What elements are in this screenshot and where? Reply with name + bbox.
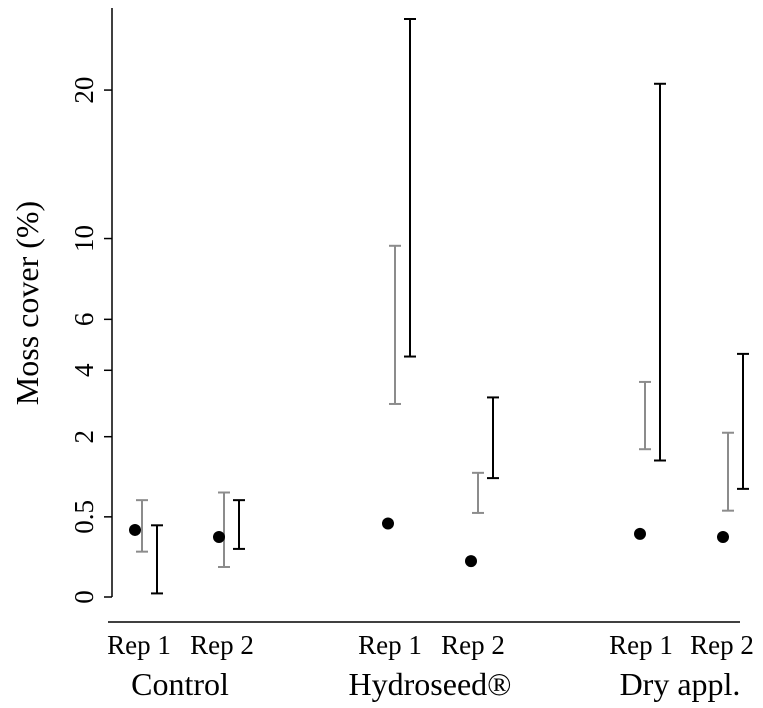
black-interval (487, 396, 499, 480)
data-points (129, 517, 729, 568)
y-axis-label: Moss cover (%) (9, 201, 45, 405)
y-tick-label: 4 (69, 363, 99, 377)
category-label: Rep 2 (441, 630, 505, 660)
group-label: Control (131, 666, 229, 702)
black-interval (151, 524, 163, 595)
data-point (213, 531, 225, 544)
data-point (465, 555, 477, 568)
data-point (717, 531, 729, 544)
y-tick-label: 0 (69, 590, 99, 604)
y-tick-label: 20 (69, 77, 99, 104)
x-axis: Rep 1 Rep 2 Rep 1 Rep 2 Rep 1 Rep 2 Control Hyd… (107, 621, 754, 702)
category-label: Rep 2 (690, 630, 754, 660)
data-point (129, 523, 141, 536)
black-interval (654, 82, 666, 462)
grey-interval (472, 471, 484, 514)
grey-interval (136, 499, 148, 553)
category-label: Rep 1 (107, 630, 171, 660)
category-label: Rep 1 (609, 630, 673, 660)
data-point (382, 517, 394, 530)
grey-interval (389, 244, 401, 405)
grey-interval (722, 431, 734, 512)
interval-bars (136, 18, 749, 595)
data-point (634, 527, 646, 540)
black-interval (737, 352, 749, 490)
grey-interval (218, 491, 230, 569)
group-label: Dry appl. (620, 666, 741, 702)
y-tick-label: 2 (69, 430, 99, 444)
black-interval (233, 499, 245, 550)
y-tick-label: 0.5 (69, 500, 99, 534)
group-label: Hydroseed® (349, 666, 512, 702)
black-interval (404, 18, 416, 358)
category-label: Rep 1 (358, 630, 422, 660)
grey-interval (639, 380, 651, 451)
y-tick-label: 6 (69, 313, 99, 327)
y-tick-label: 10 (69, 225, 99, 252)
y-axis: 0 0.5 2 4 6 10 20 (69, 8, 113, 604)
category-label: Rep 2 (190, 630, 254, 660)
